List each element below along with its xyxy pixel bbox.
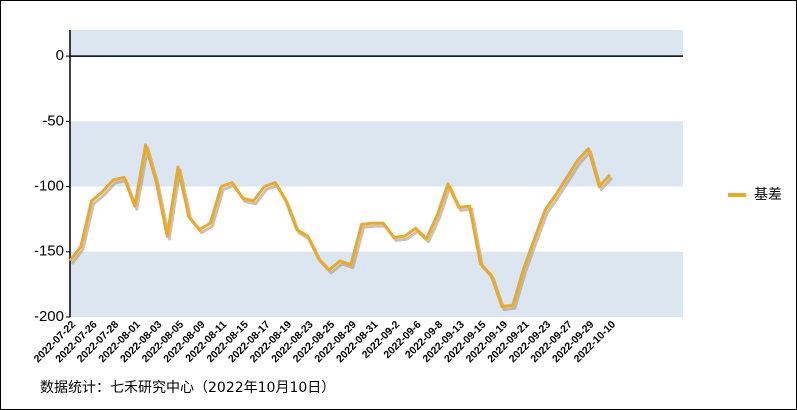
y-tick-label: 0 <box>56 47 64 64</box>
grid-band <box>70 251 683 317</box>
y-tick-label: -100 <box>34 178 64 195</box>
y-tick-label: -150 <box>34 243 64 260</box>
y-tick-label: -50 <box>42 112 64 129</box>
legend-label: 基差 <box>754 186 782 203</box>
grid-band <box>70 30 683 57</box>
y-tick-label: -200 <box>34 308 64 325</box>
grid-band <box>70 121 683 187</box>
line <box>68 143 612 309</box>
source-note: 数据统计：七禾研究中心（2022年10月10日） <box>40 380 335 396</box>
